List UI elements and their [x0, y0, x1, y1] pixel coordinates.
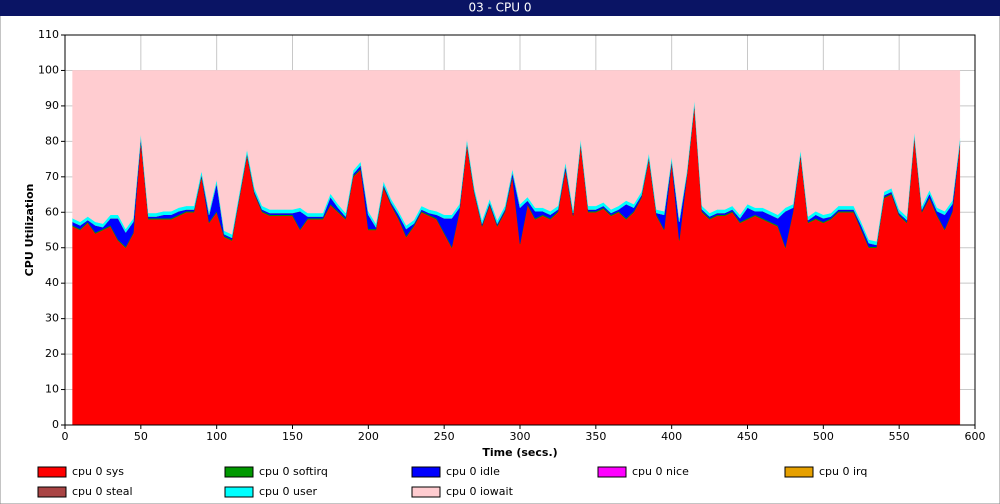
- legend-label: cpu 0 nice: [632, 465, 689, 478]
- y-tick-label: 60: [45, 205, 59, 218]
- plot-border: [64, 34, 976, 426]
- x-tick-label: 500: [813, 430, 834, 443]
- y-tick-label: 0: [52, 418, 59, 431]
- x-tick-label: 100: [206, 430, 227, 443]
- legend-swatch: [37, 486, 67, 498]
- chart-title: 03 - CPU 0: [468, 1, 531, 15]
- y-tick-label: 10: [45, 383, 59, 396]
- x-tick-label: 250: [434, 430, 455, 443]
- legend-swatch: [37, 466, 67, 478]
- legend-swatch: [784, 466, 814, 478]
- legend-label: cpu 0 idle: [446, 465, 500, 478]
- legend-label: cpu 0 softirq: [259, 465, 328, 478]
- area: [72, 70, 961, 242]
- x-tick-label: 350: [585, 430, 606, 443]
- legend-label: cpu 0 user: [259, 485, 317, 498]
- legend-label: cpu 0 sys: [72, 465, 124, 478]
- x-tick-label: 50: [134, 430, 148, 443]
- x-tick-label: 550: [889, 430, 910, 443]
- legend-swatch: [224, 486, 254, 498]
- x-axis-title: Time (secs.): [482, 446, 557, 459]
- legend-swatch: [411, 466, 441, 478]
- x-tick-label: 450: [737, 430, 758, 443]
- y-tick-label: 50: [45, 241, 59, 254]
- x-tick-label: 300: [510, 430, 531, 443]
- y-axis-title: CPU Utilization: [23, 184, 36, 277]
- legend-label: cpu 0 iowait: [446, 485, 514, 498]
- axes: 0 10 20 30 40 50 60 70 80 90 100 110 0 50 100 150 200 250…: [38, 28, 986, 443]
- y-tick-label: 70: [45, 170, 59, 183]
- title-bar: [0, 0, 1000, 16]
- legend-swatch: [224, 466, 254, 478]
- y-tick-label: 90: [45, 99, 59, 112]
- x-tick-label: 400: [661, 430, 682, 443]
- y-tick-label: 80: [45, 134, 59, 147]
- x-tick-label: 0: [62, 430, 69, 443]
- x-tick-label: 200: [358, 430, 379, 443]
- areas: [72, 70, 961, 426]
- legend-label: cpu 0 irq: [819, 465, 867, 478]
- legend-swatch: [597, 466, 627, 478]
- legend-label: cpu 0 steal: [72, 485, 133, 498]
- y-tick-label: 40: [45, 276, 59, 289]
- y-tick-label: 30: [45, 312, 59, 325]
- x-tick-label: 150: [282, 430, 303, 443]
- x-tick-label: 600: [965, 430, 986, 443]
- y-tick-label: 110: [38, 28, 59, 41]
- legend-swatch: [411, 486, 441, 498]
- y-tick-label: 100: [38, 63, 59, 76]
- legend: cpu 0 sys cpu 0 softirq cpu 0 idle cpu 0 ni…: [37, 465, 867, 498]
- y-tick-label: 20: [45, 347, 59, 360]
